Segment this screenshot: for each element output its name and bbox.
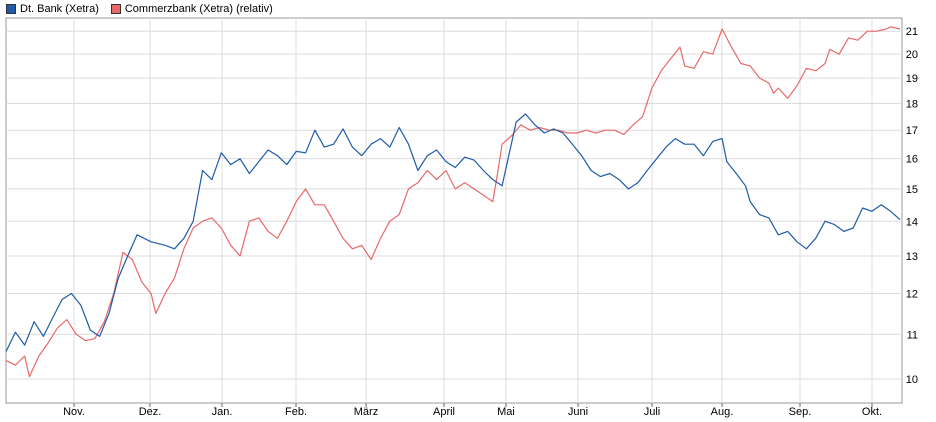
- plot-area: [5, 17, 903, 404]
- y-tick-label: 16: [906, 154, 918, 166]
- y-tick-label: 20: [906, 49, 918, 61]
- grid: [6, 18, 902, 403]
- x-tick-label: Nov.: [63, 406, 85, 418]
- legend-label-dt-bank: Dt. Bank (Xetra): [20, 3, 99, 15]
- x-tick-label: Juni: [568, 406, 588, 418]
- y-tick-label: 14: [906, 216, 918, 228]
- legend-item-dt-bank[interactable]: Dt. Bank (Xetra): [6, 3, 99, 15]
- y-tick-label: 11: [907, 329, 918, 341]
- y-tick-label: 12: [906, 289, 918, 301]
- y-tick-label: 10: [906, 374, 918, 386]
- x-tick-label: Okt.: [862, 406, 882, 418]
- legend-label-commerzbank: Commerzbank (Xetra) (relativ): [124, 3, 273, 15]
- legend-item-commerzbank[interactable]: Commerzbank (Xetra) (relativ): [110, 3, 273, 15]
- tick-labels: Nov. Dez. Jan. Feb. März April Mai Juni Juli Aug.…: [63, 26, 918, 418]
- y-tick-label: 18: [906, 98, 918, 110]
- x-tick-label: Feb.: [285, 406, 307, 418]
- x-tick-label: April: [433, 406, 455, 418]
- y-tick-label: 15: [906, 184, 918, 196]
- legend: Dt. Bank (Xetra) Commerzbank (Xetra) (re…: [6, 2, 285, 16]
- y-tick-label: 21: [906, 26, 918, 38]
- y-tick-label: 19: [906, 73, 918, 85]
- x-tick-label: Juli: [644, 406, 661, 418]
- legend-swatch-dt-bank: [6, 4, 16, 14]
- series-line-commerzbank: [5, 26, 901, 378]
- x-tick-label: Sep.: [789, 406, 812, 418]
- series-layer: [5, 26, 901, 378]
- y-tick-label: 17: [906, 125, 918, 137]
- x-tick-label: Jan.: [212, 406, 233, 418]
- x-tick-label: Aug.: [711, 406, 734, 418]
- x-tick-label: März: [354, 406, 378, 418]
- x-tick-label: Dez.: [139, 406, 162, 418]
- y-tick-label: 13: [906, 251, 918, 263]
- x-tick-label: Mai: [497, 406, 515, 418]
- legend-swatch-commerzbank: [110, 4, 121, 14]
- series-line-dt-bank: [5, 113, 901, 352]
